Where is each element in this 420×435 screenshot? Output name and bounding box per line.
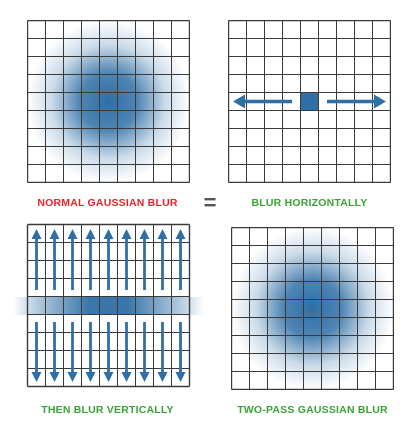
normal-blur-graphic xyxy=(27,20,190,183)
vertical-arrow-icon xyxy=(121,229,132,382)
vertical-arrow-icon xyxy=(85,229,96,382)
caption-horizontal-blur: BLUR HORIZONTALLY xyxy=(251,197,368,209)
vertical-arrow-icon xyxy=(49,229,60,382)
caption-normal-blur: NORMAL GAUSSIAN BLUR xyxy=(37,197,178,209)
vertical-arrow-icon xyxy=(157,229,168,382)
horizontal-blur-band xyxy=(13,297,204,315)
two-pass-blur-graphic xyxy=(231,227,394,390)
panel-horizontal-blur xyxy=(228,20,391,183)
right-arrow-icon xyxy=(327,94,386,109)
pixel-grid xyxy=(231,227,394,390)
equals-sign: = xyxy=(203,190,217,215)
vertical-arrow-icon xyxy=(31,229,42,382)
horizontal-blur-graphic xyxy=(228,20,391,183)
caption-vertical-blur: THEN BLUR VERTICALLY xyxy=(41,404,174,416)
vertical-arrow-icon xyxy=(103,229,114,382)
panel-two-pass-blur xyxy=(231,227,394,390)
center-pixel xyxy=(300,92,319,111)
panel-vertical-blur xyxy=(13,223,204,388)
vertical-arrow-icon xyxy=(139,229,150,382)
panel-normal-blur xyxy=(27,20,190,183)
caption-two-pass-blur: TWO-PASS GAUSSIAN BLUR xyxy=(237,404,388,416)
vertical-blur-graphic xyxy=(13,223,204,388)
gaussian-blob xyxy=(231,227,394,390)
gaussian-blob xyxy=(27,20,190,183)
pixel-grid xyxy=(27,20,190,183)
vertical-arrow-icon xyxy=(67,229,78,382)
vertical-arrows xyxy=(31,229,186,382)
left-arrow-icon xyxy=(233,94,292,109)
vertical-arrow-icon xyxy=(175,229,186,382)
pixel-grid xyxy=(228,20,391,183)
